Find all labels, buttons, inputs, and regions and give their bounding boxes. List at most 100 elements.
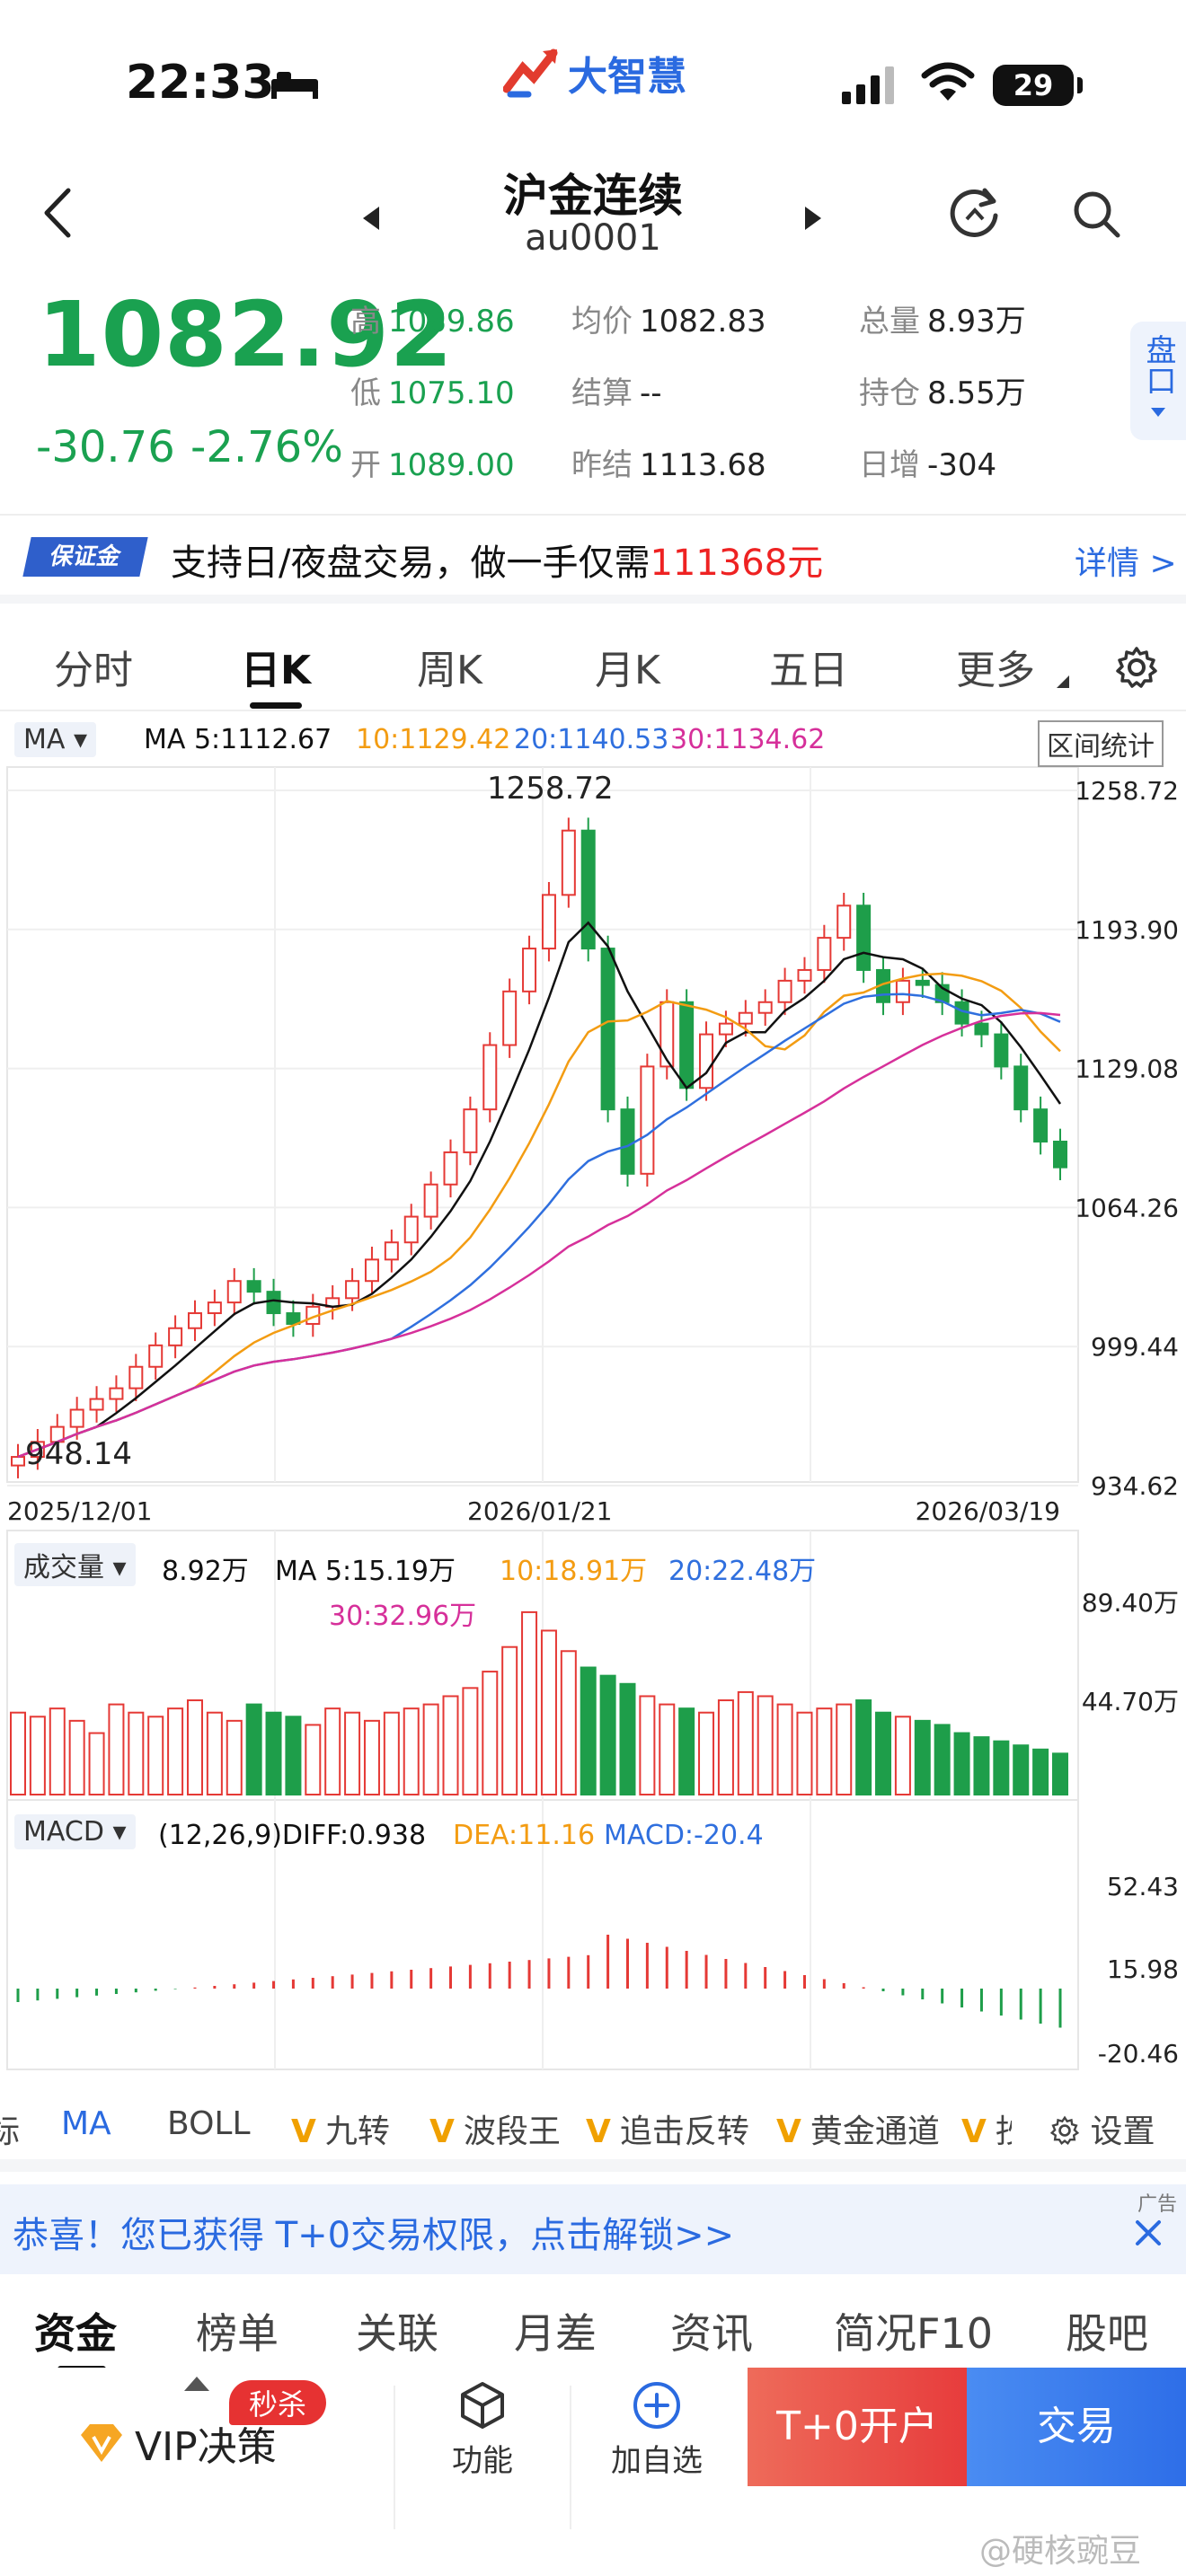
add-watchlist-button[interactable]: 加自选	[589, 2380, 724, 2480]
indicator-settings-button[interactable]: 设置	[1046, 2105, 1155, 2152]
search-icon[interactable]	[1069, 183, 1123, 243]
tab-rankings[interactable]: 榜单	[196, 2309, 279, 2358]
volume-indicator-dropdown[interactable]: 成交量 ▾	[14, 1543, 136, 1586]
quote-field-label: 总量	[859, 304, 920, 340]
volume-bar	[836, 1703, 853, 1795]
tab-more[interactable]: 更多	[956, 648, 1035, 693]
vip-label: VIP决策	[135, 2424, 277, 2470]
tab-f10[interactable]: 简况F10	[834, 2309, 993, 2358]
volume-ma10: 10:18.91万	[500, 1556, 648, 1587]
candle-body	[168, 1327, 183, 1346]
volume-bar	[88, 1732, 105, 1795]
candle-body	[777, 979, 792, 1003]
vip-decision-button[interactable]: VIP决策	[77, 2414, 277, 2472]
candle-body	[266, 1291, 281, 1315]
ad-text[interactable]: 恭喜！您已获得 T+0交易权限，点击解锁>>	[13, 2215, 735, 2256]
ma-indicator-dropdown[interactable]: MA ▾	[14, 722, 97, 757]
ad-banner[interactable]: 恭喜！您已获得 T+0交易权限，点击解锁>> 广告	[0, 2184, 1186, 2274]
macd-params: (12,26,9)DIFF:0.938	[158, 1820, 427, 1851]
indicator-jiuzhuan[interactable]: V 九转	[291, 2105, 390, 2152]
margin-amount: 111368元	[650, 543, 824, 584]
volume-bar	[147, 1716, 164, 1795]
battery-indicator: 29	[993, 65, 1083, 106]
tab-weekly-k[interactable]: 周K	[417, 648, 482, 693]
price-axis-tick: 999.44	[1091, 1332, 1179, 1362]
quote-field-label: 结算	[571, 375, 633, 411]
flash-sale-badge: 秒杀	[229, 2380, 327, 2425]
indicator-ma[interactable]: MA	[61, 2105, 111, 2142]
candle-body	[128, 1365, 144, 1389]
quote-field-2: 总量 8.93万	[859, 296, 1026, 340]
expand-up-icon[interactable]	[184, 2377, 209, 2391]
next-instrument-icon[interactable]	[801, 205, 825, 232]
tab-monthly-k[interactable]: 月K	[595, 648, 660, 693]
candle-body	[640, 1065, 655, 1175]
price-axis-tick: 1064.26	[1075, 1193, 1179, 1222]
candle-body	[600, 948, 615, 1111]
volume-bar	[560, 1650, 577, 1795]
tab-news[interactable]: 资讯	[670, 2309, 753, 2358]
tab-intraday[interactable]: 分时	[54, 648, 133, 693]
tab-funds[interactable]: 资金	[34, 2309, 117, 2358]
open-t0-account-button[interactable]: T+0开户	[748, 2368, 967, 2486]
ma-indicator-label: MA	[23, 724, 66, 755]
v-icon: V	[776, 2113, 801, 2150]
price-axis-tick: 1193.90	[1075, 915, 1179, 945]
quote-field-value: -304	[927, 447, 997, 483]
candle-body	[69, 1408, 84, 1428]
quote-field-7: 昨结 1113.68	[571, 440, 766, 484]
status-time: 22:33	[126, 56, 275, 110]
indicator-zhuiji-label: 追击反转	[619, 2113, 749, 2150]
kline-chart-canvas[interactable]: 1258.72 1193.90 1129.08 1064.26 999.44 934.62…	[0, 713, 1186, 2078]
volume-bar	[167, 1707, 184, 1796]
range-stats-button[interactable]: 区间统计	[1038, 720, 1164, 767]
order-book-tab[interactable]: 盘口	[1130, 322, 1186, 440]
period-tabs: 分时 日K 周K 月K 五日 更多	[0, 613, 1186, 711]
indicator-gold-channel-label: 黄金通道	[810, 2113, 940, 2150]
indicator-gold-channel[interactable]: V 黄金通道	[776, 2105, 940, 2152]
macd-indicator-dropdown[interactable]: MACD ▾	[14, 1814, 136, 1849]
ma30-value: 30:1134.62	[670, 724, 826, 755]
refresh-icon[interactable]	[945, 183, 1005, 243]
function-button[interactable]: 功能	[415, 2380, 550, 2480]
tab-five-day[interactable]: 五日	[769, 648, 848, 693]
volume-axis-tick: 89.40万	[1082, 1588, 1179, 1618]
volume-bar	[363, 1719, 380, 1795]
indicator-zhuiji[interactable]: V 追击反转	[586, 2105, 749, 2152]
volume-bar	[128, 1711, 145, 1796]
tab-forum[interactable]: 股吧	[1066, 2309, 1148, 2358]
volume-ma5: MA 5:15.19万	[275, 1556, 456, 1587]
indicator-boll[interactable]: BOLL	[167, 2105, 251, 2142]
candle-body	[541, 894, 556, 950]
macd-indicator-label: MACD	[23, 1816, 104, 1848]
candle-body	[1033, 1108, 1049, 1142]
indicator-boduanwang[interactable]: V 波段王	[429, 2105, 561, 2152]
instrument-code: au0001	[525, 217, 661, 259]
candle-body	[423, 1183, 438, 1218]
last-price: 1082.92	[38, 282, 454, 387]
volume-bar	[737, 1690, 754, 1795]
margin-banner[interactable]: 保证金 支持日/夜盘交易，做一手仅需111368元 详情 >	[0, 514, 1186, 604]
details-link[interactable]: 详情 >	[1075, 545, 1177, 582]
candle-body	[797, 968, 812, 982]
candle-body	[345, 1280, 360, 1300]
quote-field-value: 8.55万	[927, 375, 1026, 411]
trade-button[interactable]: 交易	[967, 2368, 1186, 2486]
kline-chart-area[interactable]: 1258.72 1193.90 1129.08 1064.26 999.44 934.62…	[0, 713, 1186, 2078]
candle-body	[226, 1280, 242, 1304]
close-icon[interactable]	[1132, 2217, 1164, 2249]
chart-settings-icon[interactable]	[1114, 645, 1159, 690]
tab-month-spread[interactable]: 月差	[514, 2309, 597, 2358]
candle-body	[522, 948, 537, 992]
candle-body	[580, 829, 596, 950]
candle-body	[443, 1151, 458, 1186]
indicator-partial[interactable]: 标	[0, 2113, 21, 2150]
quote-field-label: 均价	[571, 304, 633, 340]
volume-bar	[816, 1707, 833, 1796]
tab-daily-k[interactable]: 日K	[241, 648, 312, 693]
tab-related[interactable]: 关联	[356, 2309, 438, 2358]
back-arrow-icon[interactable]	[36, 181, 81, 244]
volume-bar	[462, 1687, 479, 1795]
previous-instrument-icon[interactable]	[359, 205, 383, 232]
